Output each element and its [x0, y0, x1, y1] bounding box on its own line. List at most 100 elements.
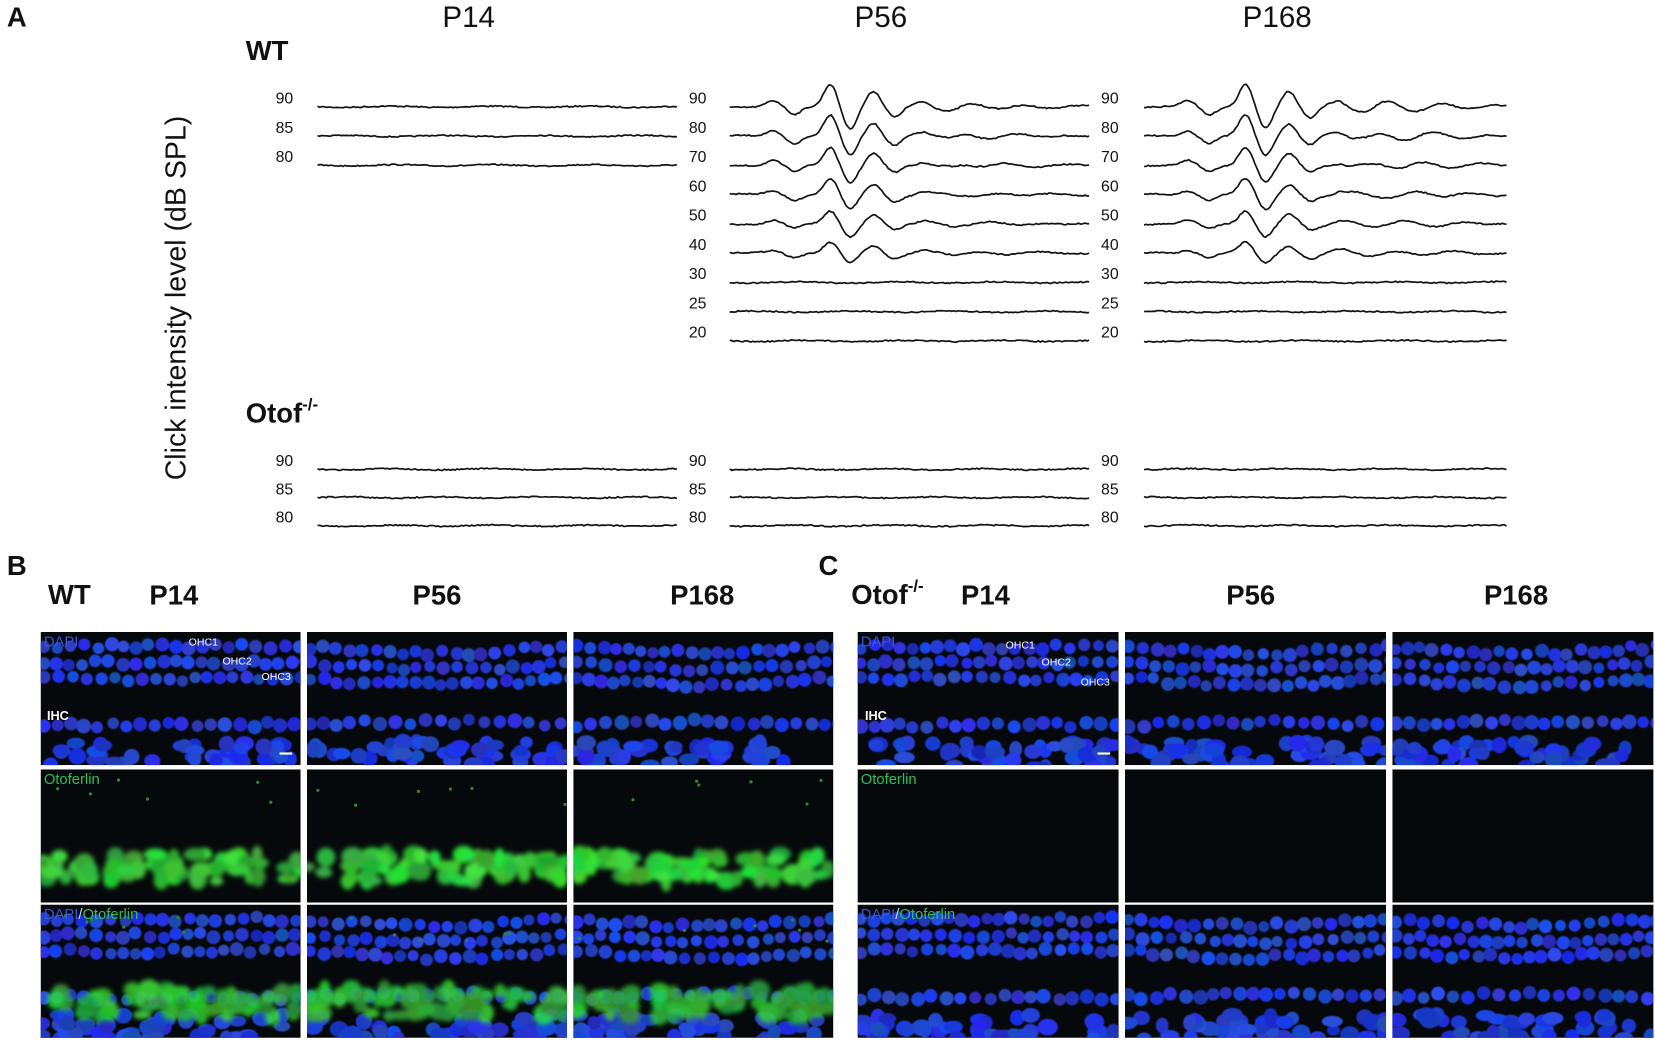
nucleus	[1373, 988, 1387, 1002]
nucleus	[584, 717, 598, 731]
nucleus	[614, 950, 627, 963]
nucleus	[1542, 1029, 1557, 1038]
ihc-signal	[220, 1010, 233, 1022]
nucleus	[687, 712, 702, 727]
nucleus	[1042, 931, 1055, 943]
nucleus	[1106, 655, 1119, 669]
nucleus	[78, 638, 91, 651]
ihc-signal	[757, 1002, 779, 1023]
nucleus	[1187, 675, 1201, 689]
nucleus	[1433, 662, 1445, 674]
nucleus	[647, 647, 659, 659]
abr-trace	[729, 523, 1090, 528]
nucleus	[573, 930, 584, 944]
nucleus	[1302, 987, 1317, 1001]
nucleus	[1133, 1010, 1150, 1026]
nuclei	[1125, 913, 1387, 1038]
intensity-label: 80	[276, 509, 294, 526]
nucleus	[1174, 919, 1188, 933]
nucleus	[1310, 642, 1324, 656]
micrograph	[1392, 769, 1654, 903]
nucleus	[1080, 915, 1093, 929]
nucleus	[1133, 991, 1148, 1007]
nucleus	[499, 673, 514, 688]
intensity-label: 90	[1101, 91, 1119, 108]
nucleus	[1298, 660, 1311, 673]
nucleus	[460, 676, 473, 689]
nucleus	[468, 918, 483, 933]
ihc-signal	[187, 1009, 211, 1018]
nucleus	[803, 642, 816, 654]
speck	[56, 787, 60, 791]
nucleus	[318, 671, 332, 685]
nucleus	[666, 678, 680, 693]
intensity-label: 70	[1101, 149, 1119, 166]
ihc-signal	[159, 985, 183, 1002]
nucleus	[923, 988, 938, 1003]
micrograph	[1392, 904, 1654, 1038]
nucleus	[1377, 913, 1387, 926]
speck	[819, 778, 823, 782]
nucleus	[247, 719, 262, 735]
nucleus	[290, 914, 301, 927]
nucleus	[992, 912, 1006, 927]
nucleus	[1165, 932, 1177, 944]
ihc-signal	[352, 990, 368, 1000]
genotype-superscript: -/-	[908, 577, 924, 596]
intensity-label: 80	[1101, 509, 1119, 526]
nucleus	[1017, 931, 1029, 944]
column-header: P168	[1243, 1, 1312, 34]
nucleus	[189, 671, 201, 684]
nucleus	[1617, 657, 1631, 670]
nucleus	[423, 932, 436, 946]
speck	[182, 930, 186, 934]
nucleus	[1534, 949, 1548, 964]
nucleus	[1193, 989, 1209, 1005]
nucleus	[240, 670, 254, 684]
nucleus	[155, 637, 170, 652]
speck	[805, 802, 809, 806]
nucleus	[598, 945, 613, 959]
nucleus	[450, 647, 464, 661]
group-name: WT	[246, 35, 289, 66]
ihc-signal	[315, 867, 333, 878]
nucleus	[409, 644, 422, 658]
nucleus	[704, 935, 719, 950]
nucleus	[1477, 1030, 1495, 1038]
ihc-signal	[446, 871, 463, 884]
nucleus	[732, 934, 745, 946]
nucleus	[1228, 664, 1243, 678]
nucleus	[1574, 947, 1589, 961]
nucleus	[701, 1012, 720, 1027]
nucleus	[1380, 670, 1387, 684]
speck	[753, 924, 757, 928]
intensity-label: 40	[1101, 237, 1119, 254]
nucleus	[493, 715, 507, 729]
nucleus	[747, 952, 760, 965]
nucleus	[454, 921, 468, 935]
nuclei	[1392, 912, 1654, 1038]
nucleus	[1209, 935, 1221, 948]
otoferlin-signal	[40, 845, 301, 890]
nucleus	[503, 644, 516, 657]
nucleus	[1231, 745, 1253, 759]
nucleus	[576, 735, 597, 750]
nucleus	[1174, 676, 1187, 690]
nucleus	[475, 952, 489, 966]
nucleus	[805, 717, 819, 731]
nucleus	[169, 927, 183, 941]
nucleus	[880, 942, 894, 956]
nucleus	[1327, 933, 1339, 946]
nucleus	[1453, 932, 1467, 946]
nucleus	[1011, 990, 1026, 1005]
nucleus	[906, 642, 919, 655]
nucleus	[1392, 915, 1403, 929]
nucleus	[1643, 674, 1654, 689]
nucleus	[815, 639, 830, 654]
column-header: P168	[1484, 579, 1548, 610]
nucleus	[596, 741, 615, 758]
nucleus	[421, 675, 436, 690]
nucleus	[775, 643, 789, 658]
nucleus	[649, 920, 663, 934]
nucleus	[857, 670, 868, 684]
